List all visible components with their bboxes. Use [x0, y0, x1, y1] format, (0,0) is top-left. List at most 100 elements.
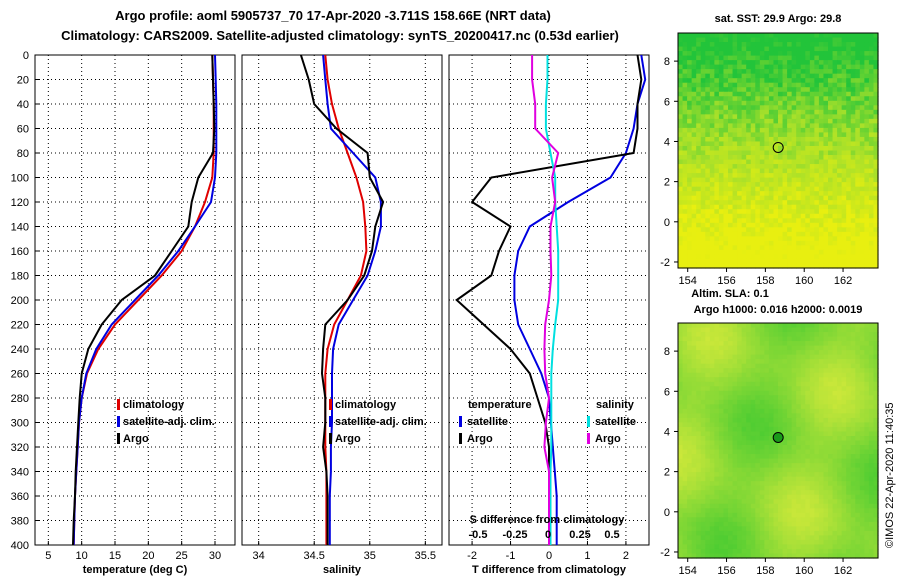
sla-map-panel: Altim. SLA: 0.1 Argo h1000: 0.016 h2000: … [660, 288, 879, 577]
x-tick-label: 20 [142, 550, 154, 562]
x-tick-label: 34.5 [304, 550, 325, 562]
y-tick-label: 0 [664, 217, 670, 229]
y-tick-label: 8 [664, 346, 670, 358]
x-tick-label: 160 [795, 565, 813, 577]
y-tick-label: 0 [23, 50, 29, 62]
legend-swatch [459, 416, 462, 427]
x-tick-label: 154 [679, 565, 697, 577]
x-tick-label: -1 [506, 550, 516, 562]
sst-map-panel: sat. SST: 29.9 Argo: 29.8 154 156 158 160 162… [660, 13, 879, 287]
x-tick-label: -2 [467, 550, 477, 562]
salinity-panel: 34 34.5 35 35.5 salinity climatology satellite… [241, 54, 443, 576]
x-axis-label: salinity [323, 564, 362, 576]
y-tick-label: 340 [11, 467, 29, 479]
top-tick-label: -0.25 [502, 529, 527, 541]
legend-swatch [117, 416, 120, 427]
x-tick-label: 1 [584, 550, 590, 562]
x-tick-label: 158 [756, 275, 774, 287]
y-tick-label: 6 [664, 386, 670, 398]
series-line-salinity-satellite [544, 55, 560, 545]
x-tick-label: 0 [546, 550, 552, 562]
title-line-1: Argo profile: aoml 5905737_70 17-Apr-202… [115, 8, 551, 23]
imos-timestamp: ©IMOS 22-Apr-2020 11:40:35 [884, 403, 896, 548]
y-tick-label: 220 [11, 320, 29, 332]
sst-map-title: sat. SST: 29.9 Argo: 29.8 [715, 13, 842, 25]
y-tick-label: 80 [17, 148, 29, 160]
series-line-argo [299, 55, 385, 545]
legend-swatch [329, 416, 332, 427]
y-tick-label: 2 [664, 467, 670, 479]
legend-swatch [587, 433, 590, 444]
y-tick-label: 180 [11, 271, 29, 283]
x-axis-label: temperature (deg C) [83, 564, 188, 576]
sst-field [678, 33, 879, 269]
x-tick-label: 35.5 [415, 550, 436, 562]
y-tick-label: 20 [17, 75, 29, 87]
x-tick-label: 160 [795, 275, 813, 287]
y-tick-label: 0 [664, 507, 670, 519]
legend-label: satellite [467, 416, 508, 428]
series-line-salinity-argo [531, 55, 560, 545]
series-line-argo [72, 55, 216, 545]
legend-title-salinity: salinity [596, 399, 635, 411]
legend-title-temperature: temperature [468, 399, 532, 411]
profile-location-marker [772, 431, 784, 443]
legend-label: Argo [335, 433, 361, 445]
legend-swatch [587, 416, 590, 427]
x-tick-label: 2 [623, 550, 629, 562]
legend-swatch [459, 433, 462, 444]
y-tick-label: 200 [11, 295, 29, 307]
legend-label: satellite-adj. clim. [335, 416, 427, 428]
sla-map-subtitle: Argo h1000: 0.016 h2000: 0.0019 [694, 304, 863, 316]
legend-swatch [117, 433, 120, 444]
y-tick-label: 140 [11, 222, 29, 234]
legend-label: climatology [335, 399, 397, 411]
top-tick-label: 0 [545, 529, 551, 541]
legend-swatch [329, 399, 332, 410]
x-tick-label: 162 [834, 275, 852, 287]
top-tick-label: 0.5 [604, 529, 619, 541]
profile-location-marker [772, 141, 784, 153]
x-tick-label: 15 [109, 550, 121, 562]
y-tick-label: 4 [664, 136, 670, 148]
x-tick-label: 25 [176, 550, 188, 562]
legend-label: climatology [123, 399, 185, 411]
x-tick-label: 162 [834, 565, 852, 577]
temperature-panel: 5 10 15 20 25 30 temperature (deg C) 0 20 40 60 80 1… [11, 50, 236, 576]
y-tick-label: 60 [17, 124, 29, 136]
sla-map-title: Altim. SLA: 0.1 [691, 288, 769, 300]
y-tick-label: -2 [660, 547, 670, 559]
x-tick-label: 158 [756, 565, 774, 577]
series-line-satellite-adj-clim- [322, 55, 382, 545]
x-tick-label: 156 [717, 565, 735, 577]
x-tick-label: 30 [209, 550, 221, 562]
top-axis-label: S difference from climatology [470, 514, 626, 526]
title-line-2: Climatology: CARS2009. Satellite-adjuste… [61, 28, 619, 43]
x-tick-label: 35 [364, 550, 376, 562]
y-tick-label: 2 [664, 177, 670, 189]
y-tick-label: 100 [11, 173, 29, 185]
y-tick-label: 4 [664, 426, 670, 438]
legend-label: Argo [595, 433, 621, 445]
y-tick-label: 160 [11, 246, 29, 258]
x-tick-label: 10 [76, 550, 88, 562]
legend-swatch [117, 399, 120, 410]
y-tick-label: 40 [17, 99, 29, 111]
x-tick-label: 34 [253, 550, 265, 562]
legend-label: Argo [467, 433, 493, 445]
legend-swatch [329, 433, 332, 444]
y-tick-label: 8 [664, 56, 670, 68]
y-tick-label: 240 [11, 344, 29, 356]
y-tick-label: 120 [11, 197, 29, 209]
sla-field [678, 323, 879, 559]
map-frame [677, 322, 879, 559]
series-line-temperature-satellite [513, 55, 647, 545]
map-frame [677, 32, 879, 269]
difference-panel: -2 -1 0 1 2 T difference from climatology temp… [448, 54, 650, 576]
legend-label: satellite-adj. clim. [123, 416, 215, 428]
legend-label: Argo [123, 433, 149, 445]
x-tick-label: 156 [717, 275, 735, 287]
series-line-temperature-argo [455, 55, 643, 545]
x-tick-label: 5 [45, 550, 51, 562]
